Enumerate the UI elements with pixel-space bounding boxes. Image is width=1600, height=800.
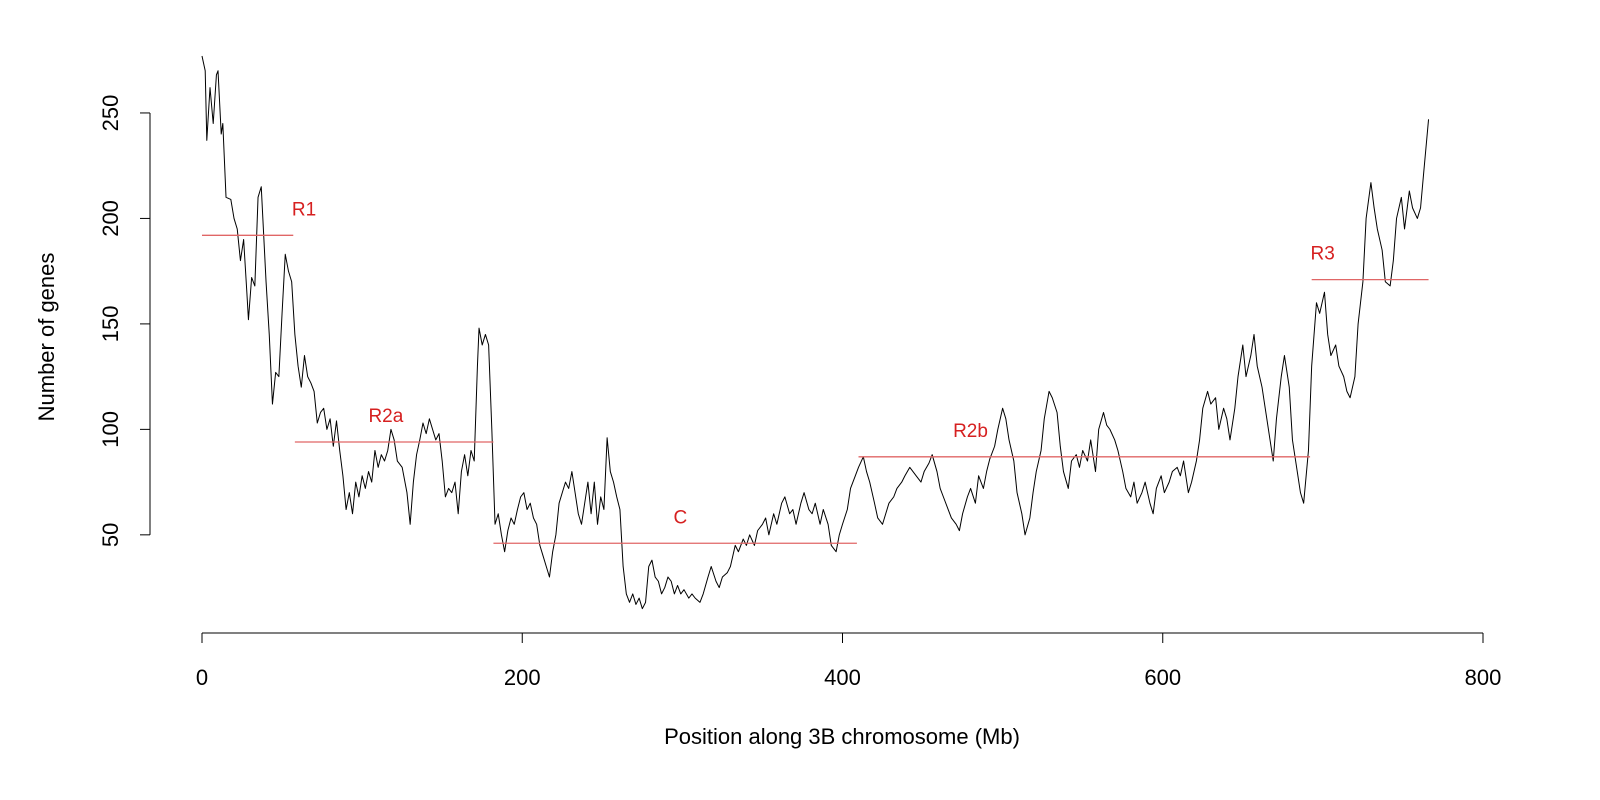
gene-count-line: [201, 55, 1430, 610]
region-label: R2a: [368, 406, 403, 427]
x-tick-label: 600: [1144, 665, 1181, 690]
x-tick-label: 200: [504, 665, 541, 690]
y-axis-label: Number of genes: [34, 253, 59, 422]
y-tick-label: 200: [98, 200, 123, 237]
region-label: R2b: [953, 421, 988, 442]
x-tick-label: 0: [196, 665, 208, 690]
y-tick-label: 150: [98, 306, 123, 343]
x-tick-label: 400: [824, 665, 861, 690]
region-label: R3: [1311, 244, 1335, 265]
region-label: C: [674, 507, 688, 528]
x-tick-label: 800: [1465, 665, 1502, 690]
region-label: R1: [292, 199, 316, 220]
x-axis-label: Position along 3B chromosome (Mb): [664, 724, 1020, 749]
y-tick-label: 250: [98, 95, 123, 132]
y-tick-label: 50: [98, 523, 123, 547]
y-tick-label: 100: [98, 411, 123, 448]
